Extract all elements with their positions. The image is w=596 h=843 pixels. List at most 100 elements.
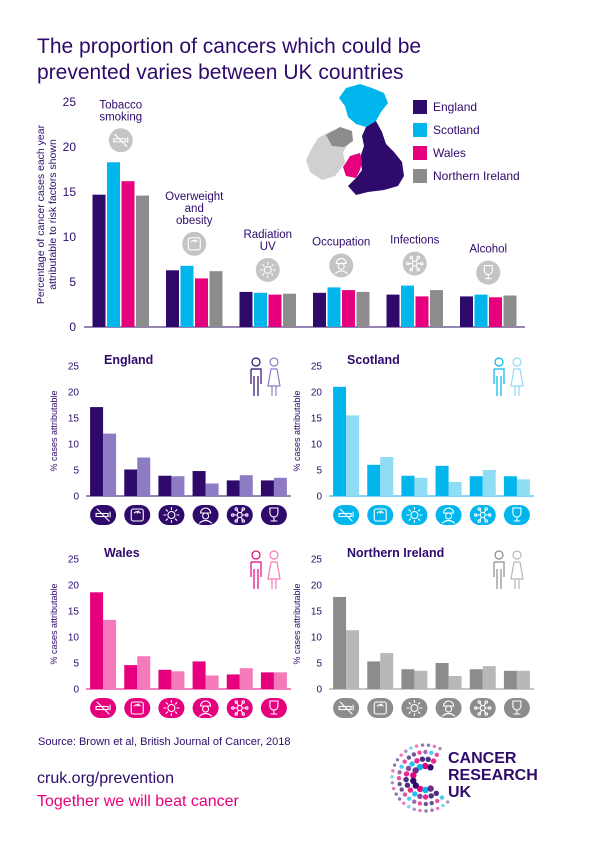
bar — [205, 483, 219, 496]
female-figure-icon — [510, 550, 524, 589]
y-axis-label: % cases attributable — [292, 390, 302, 471]
bar — [92, 194, 106, 327]
scale-icon — [367, 698, 394, 718]
bar — [489, 297, 502, 327]
female-figure-icon — [510, 357, 524, 396]
y-tick-label: 0 — [316, 685, 322, 696]
bar — [435, 663, 449, 689]
country-panel: Scotland 0 5 10 15 20 25 % cases attributable — [292, 353, 534, 525]
panel-title: Wales — [104, 546, 140, 560]
y-tick-label: 10 — [68, 633, 80, 644]
worker-icon — [329, 253, 354, 278]
y-tick-label: 10 — [63, 230, 77, 244]
bar — [386, 294, 400, 327]
uk-map-icon — [306, 84, 404, 195]
bar — [469, 669, 483, 689]
bar — [107, 162, 120, 327]
bar — [137, 457, 151, 496]
bar — [209, 271, 223, 327]
wine-glass-icon — [503, 698, 530, 718]
bar — [166, 270, 179, 327]
panel-title: England — [104, 353, 153, 367]
y-tick-label: 0 — [316, 492, 322, 503]
bar — [380, 457, 394, 496]
y-tick-label: 20 — [68, 581, 80, 592]
bar — [226, 674, 240, 689]
virus-icon — [469, 698, 496, 718]
y-axis-label: % cases attributable — [292, 583, 302, 664]
scale-icon — [124, 505, 151, 525]
scale-icon — [367, 505, 394, 525]
bar — [430, 290, 443, 327]
sun-icon — [158, 505, 185, 525]
bar — [260, 480, 274, 496]
bar — [414, 670, 428, 689]
bar — [367, 661, 381, 689]
bar — [401, 669, 415, 689]
bar — [254, 292, 267, 327]
bar — [273, 477, 287, 496]
bar — [414, 477, 428, 496]
bar — [121, 181, 135, 327]
country-panel: Northern Ireland 0 5 10 15 20 25 % cases attrib… — [292, 546, 534, 718]
logo-line-1: CANCER — [448, 750, 517, 767]
bar — [327, 287, 341, 327]
bar — [283, 293, 296, 327]
y-tick-label: 0 — [73, 685, 79, 696]
worker-icon — [435, 505, 462, 525]
bar — [356, 291, 370, 327]
bar — [137, 656, 151, 689]
wine-glass-icon — [260, 505, 287, 525]
bar — [482, 666, 496, 689]
male-figure-icon — [250, 357, 262, 396]
wine-glass-icon — [503, 505, 530, 525]
bar — [192, 471, 206, 496]
source-note: Source: Brown et al, British Journal of … — [38, 736, 291, 748]
bar — [346, 415, 360, 496]
bar — [103, 619, 117, 689]
bar — [342, 290, 355, 327]
y-tick-label: 15 — [311, 414, 323, 425]
legend-label: Scotland — [433, 123, 480, 137]
bar — [205, 675, 219, 689]
bar — [346, 630, 360, 689]
footer-tagline: Together we will beat cancer — [37, 793, 239, 810]
bar — [516, 670, 530, 689]
bar — [503, 670, 517, 689]
y-tick-label: 25 — [311, 555, 323, 566]
legend-label: Northern Ireland — [433, 169, 520, 183]
bar — [435, 465, 449, 496]
worker-icon — [192, 698, 219, 718]
bar — [273, 672, 287, 689]
wine-glass-icon — [476, 260, 501, 285]
y-tick-label: 25 — [63, 95, 77, 109]
y-tick-label: 5 — [316, 659, 322, 670]
category-label: Occupation — [312, 236, 370, 248]
y-tick-label: 15 — [63, 185, 77, 199]
scale-icon — [124, 698, 151, 718]
bar — [158, 669, 172, 689]
page-title: The proportion of cancers which could be… — [37, 35, 422, 84]
country-panel: Wales 0 5 10 15 20 25 % cases attributable — [49, 546, 291, 718]
sun-icon — [401, 505, 428, 525]
virus-icon — [469, 505, 496, 525]
footer-url[interactable]: cruk.org/prevention — [37, 770, 174, 787]
female-figure-icon — [267, 550, 281, 589]
bar — [103, 433, 117, 496]
bar — [226, 480, 240, 496]
bar — [448, 481, 462, 496]
y-tick-label: 10 — [311, 633, 323, 644]
worker-icon — [435, 698, 462, 718]
bar — [516, 479, 530, 496]
y-tick-label: 5 — [316, 466, 322, 477]
bar — [90, 407, 104, 496]
bar — [260, 672, 274, 689]
scale-icon — [182, 231, 207, 256]
bar — [333, 596, 347, 689]
bar — [333, 386, 347, 496]
y-axis-label: % cases attributable — [49, 390, 59, 471]
bar — [503, 476, 517, 496]
category-label: Infections — [390, 235, 439, 247]
